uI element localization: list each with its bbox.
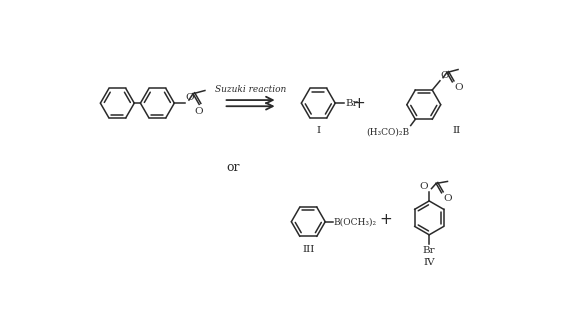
Text: O: O — [186, 94, 195, 102]
Text: +: + — [352, 96, 365, 111]
Text: II: II — [452, 126, 460, 135]
Text: I: I — [316, 126, 320, 135]
Text: Br: Br — [345, 99, 358, 108]
Text: Br: Br — [423, 246, 435, 255]
Text: B(OCH₃)₂: B(OCH₃)₂ — [334, 217, 377, 226]
Text: or: or — [226, 161, 240, 174]
Text: IV: IV — [423, 258, 435, 267]
Text: O: O — [454, 83, 463, 93]
Text: O: O — [195, 108, 203, 116]
Text: O: O — [444, 194, 452, 203]
Text: O: O — [420, 182, 429, 191]
Text: (H₃CO)₂B: (H₃CO)₂B — [366, 127, 409, 136]
Text: +: + — [379, 212, 392, 227]
Text: Suzuki reaction: Suzuki reaction — [215, 85, 286, 94]
Text: III: III — [302, 245, 314, 254]
Text: O: O — [441, 71, 449, 80]
